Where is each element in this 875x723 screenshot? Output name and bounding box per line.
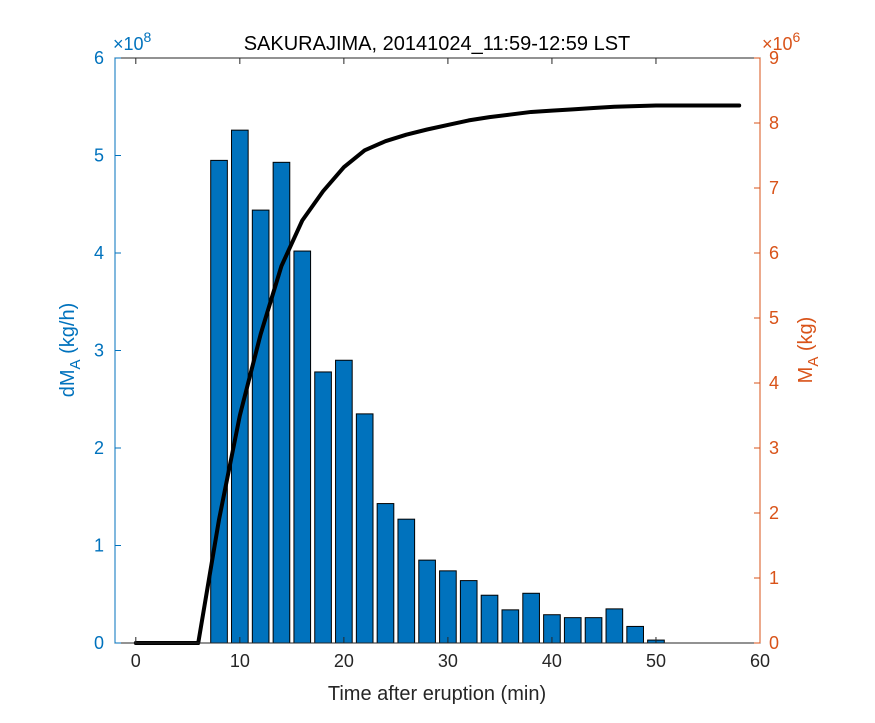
- y-right-tick-label: 0: [769, 633, 779, 653]
- y-left-exponent-power: 8: [144, 29, 152, 45]
- bar: [210, 159, 228, 644]
- bar: [293, 250, 312, 644]
- y-left-tick-label: 3: [94, 341, 104, 361]
- y-right-title-main: M: [795, 367, 817, 384]
- cumulative-line-series: [133, 103, 742, 645]
- bar: [522, 592, 540, 644]
- y-right-exponent-power: 6: [793, 29, 801, 45]
- bar: [626, 625, 644, 644]
- x-tick-label: 0: [131, 651, 141, 671]
- y-right-tick-label: 8: [769, 113, 779, 133]
- y-left-tick-label: 0: [94, 633, 104, 653]
- x-tick-label: 50: [646, 651, 666, 671]
- x-tick-label: 30: [438, 651, 458, 671]
- y-left-title-main: dM: [57, 369, 79, 397]
- bar: [418, 559, 436, 644]
- bar: [459, 580, 478, 644]
- bar: [376, 503, 395, 644]
- y-right-tick-label: 2: [769, 503, 779, 523]
- bar: [563, 617, 582, 644]
- x-tick-label: 20: [334, 651, 354, 671]
- y-left-tick-label: 1: [94, 536, 104, 556]
- bar: [501, 609, 520, 644]
- bar: [314, 371, 332, 644]
- y-axis-left-title: dMA (kg/h): [57, 303, 84, 398]
- y-axis-right: 0 1 2 3 4 5 6 7 8 9: [754, 48, 779, 653]
- chart-title: SAKURAJIMA, 20141024_11:59-12:59 LST: [244, 33, 631, 55]
- bar: [480, 594, 499, 644]
- y-left-exponent-base: ×10: [113, 34, 144, 54]
- y-left-tick-label: 4: [94, 243, 104, 263]
- y-left-tick-label: 6: [94, 48, 104, 68]
- y-right-tick-label: 4: [769, 373, 779, 393]
- y-right-tick-label: 9: [769, 48, 779, 68]
- x-tick-label: 10: [230, 651, 250, 671]
- y-right-tick-label: 3: [769, 438, 779, 458]
- y-left-title-unit: (kg/h): [57, 303, 79, 360]
- x-tick-label: 60: [750, 651, 770, 671]
- y-axis-right-title: MA (kg): [795, 317, 822, 384]
- y-right-exponent: ×106: [762, 29, 801, 54]
- y-left-exponent: ×108: [113, 29, 152, 54]
- bar: [355, 413, 374, 644]
- x-axis: 0 10 20 30 40 50 60: [131, 58, 770, 671]
- y-left-tick-label: 5: [94, 146, 104, 166]
- bar: [335, 359, 353, 644]
- bar: [605, 608, 624, 644]
- y-left-title-sub: A: [67, 359, 84, 369]
- bar: [272, 161, 291, 644]
- y-right-tick-label: 1: [769, 568, 779, 588]
- y-left-tick-label: 2: [94, 438, 104, 458]
- bar: [439, 570, 457, 644]
- bar: [584, 617, 603, 644]
- x-axis-title: Time after eruption (min): [328, 683, 546, 705]
- x-tick-label: 40: [542, 651, 562, 671]
- y-right-tick-label: 5: [769, 308, 779, 328]
- cumulative-line: [133, 103, 742, 645]
- y-right-exponent-base: ×10: [762, 34, 793, 54]
- y-axis-left: 0 1 2 3 4 5 6: [94, 48, 121, 653]
- bar: [397, 518, 416, 644]
- y-right-title-unit: (kg): [795, 317, 817, 357]
- y-right-title-sub: A: [805, 357, 822, 367]
- bar: [251, 209, 270, 644]
- y-right-tick-label: 7: [769, 178, 779, 198]
- y-right-tick-label: 6: [769, 243, 779, 263]
